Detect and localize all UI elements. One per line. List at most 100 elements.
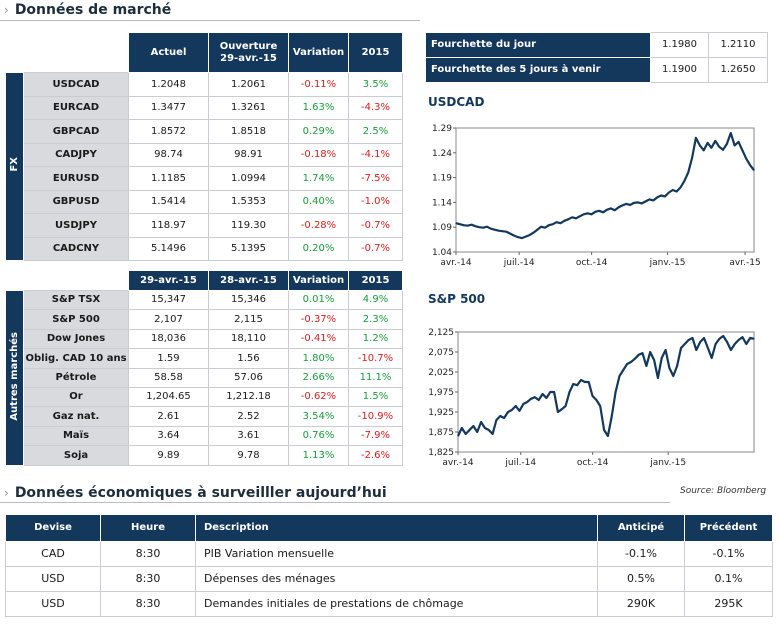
data-point (699, 144, 701, 146)
data-point (617, 206, 620, 208)
expected-cell: -0.1% (597, 541, 685, 567)
econ-header-precedent: Précédent (684, 514, 773, 542)
market-name: Gaz nat. (23, 406, 129, 427)
data-point (480, 421, 482, 423)
pair-name: EURCAD (23, 95, 129, 120)
ytd-2015-value: -0.7% (348, 213, 403, 238)
date2-value: 15,346 (208, 289, 289, 311)
pair-name: CADCNY (23, 236, 129, 261)
data-point (711, 357, 713, 359)
time-cell: 8:30 (100, 541, 196, 567)
ouverture-value: 1.2061 (208, 72, 289, 97)
x-tick-label: avr.-15 (729, 258, 760, 268)
data-point (679, 186, 682, 189)
data-point (653, 359, 655, 361)
data-point (641, 352, 644, 354)
previous-cell: 0.1% (684, 566, 773, 592)
data-point (672, 375, 674, 377)
data-point (484, 427, 486, 429)
data-point (683, 180, 685, 182)
market-name: S&P TSX (23, 289, 129, 311)
y-tick-label: 1.24 (432, 149, 452, 159)
section-econ-title: Données économiques à surveilller aujour… (14, 485, 387, 501)
data-point (505, 231, 507, 233)
y-tick-label: 1.19 (432, 174, 452, 184)
data-point (575, 217, 577, 219)
x-tick-label: oct.-14 (577, 458, 609, 468)
data-point (561, 408, 563, 410)
date1-value: 15,347 (128, 289, 209, 311)
actuel-value: 1.5414 (128, 189, 209, 214)
data-point (622, 369, 624, 371)
data-point (594, 211, 596, 213)
data-point (645, 200, 647, 203)
data-point (497, 230, 500, 232)
x-tick-label: avr.-14 (442, 458, 474, 468)
data-point (515, 405, 517, 407)
data-point (572, 383, 574, 385)
variation-value: -0.37% (288, 309, 349, 330)
table-row: Soja 9.89 9.78 1.13% -2.6% (6, 445, 403, 466)
sp500-chart-title: S&P 500 (428, 292, 486, 306)
data-point (680, 347, 682, 349)
data-point (536, 229, 538, 231)
y-tick-label: 1.09 (432, 223, 452, 233)
ouverture-value: 1.5353 (208, 189, 289, 214)
table-row: GBPCAD 1.8572 1.8518 0.29% 2.5% (6, 119, 403, 144)
data-point (714, 343, 717, 345)
data-point (675, 190, 678, 193)
ytd-2015-value: -0.7% (348, 236, 403, 261)
data-point (738, 339, 740, 341)
economic-events-table: Devise Heure Description Anticipé Précéd… (5, 514, 773, 617)
description-cell: Dépenses des ménages (195, 566, 598, 592)
ouverture-value: 5.1395 (208, 236, 289, 261)
table-row: Oblig. CAD 10 ans 1.59 1.56 1.80% -10.7% (6, 348, 403, 369)
actuel-value: 118.97 (128, 213, 209, 238)
data-point (726, 341, 728, 343)
data-point (488, 429, 490, 431)
data-point (474, 225, 476, 227)
currency-cell: USD (5, 591, 101, 617)
data-point (565, 405, 567, 407)
x-tick-label: janv.-15 (649, 258, 686, 268)
variation-value: -0.11% (288, 72, 349, 97)
ytd-2015-value: 11.1% (348, 367, 403, 388)
data-point (734, 343, 736, 345)
data-point (548, 224, 550, 226)
variation-value: 1.13% (288, 445, 349, 466)
chevron-right-icon: › (4, 3, 9, 17)
pair-name: GBPCAD (23, 119, 129, 144)
data-point (590, 213, 593, 215)
range-5day-high: 1.2650 (708, 57, 768, 83)
chevron-right-icon: › (4, 486, 9, 500)
table-row: Pétrole 58.58 57.06 2.66% 11.1% (6, 367, 403, 388)
actuel-value: 98.74 (128, 142, 209, 167)
data-point (568, 391, 571, 393)
actuel-value: 1.8572 (128, 119, 209, 144)
other-header-date2: 28-avr.-15 (208, 270, 289, 291)
variation-value: 0.20% (288, 236, 349, 261)
econ-header-description: Description (195, 514, 598, 542)
ytd-2015-value: -4.1% (348, 142, 403, 167)
data-point (583, 213, 585, 215)
section-divider (0, 502, 670, 503)
other-side-label-text: Autres marchés (8, 331, 20, 421)
data-point (749, 337, 751, 339)
section-market-title: Données de marché (14, 2, 172, 18)
data-point (595, 399, 597, 401)
data-point (741, 336, 744, 338)
data-point (602, 211, 604, 213)
variation-value: 2.66% (288, 367, 349, 388)
table-row: Or 1,204.65 1,212.18 -0.62% 1.5% (6, 386, 403, 408)
data-point (518, 410, 521, 412)
data-point (571, 216, 573, 218)
data-point (588, 381, 590, 383)
data-point (634, 358, 636, 360)
y-tick-label: 1.14 (432, 198, 452, 208)
data-point (668, 191, 670, 194)
range-day-low: 1.1980 (650, 32, 709, 58)
data-point (661, 357, 663, 359)
data-point (707, 347, 709, 349)
ytd-2015-value: -7.5% (348, 166, 403, 191)
table-row: Maïs 3.64 3.61 0.76% -7.9% (6, 425, 403, 447)
